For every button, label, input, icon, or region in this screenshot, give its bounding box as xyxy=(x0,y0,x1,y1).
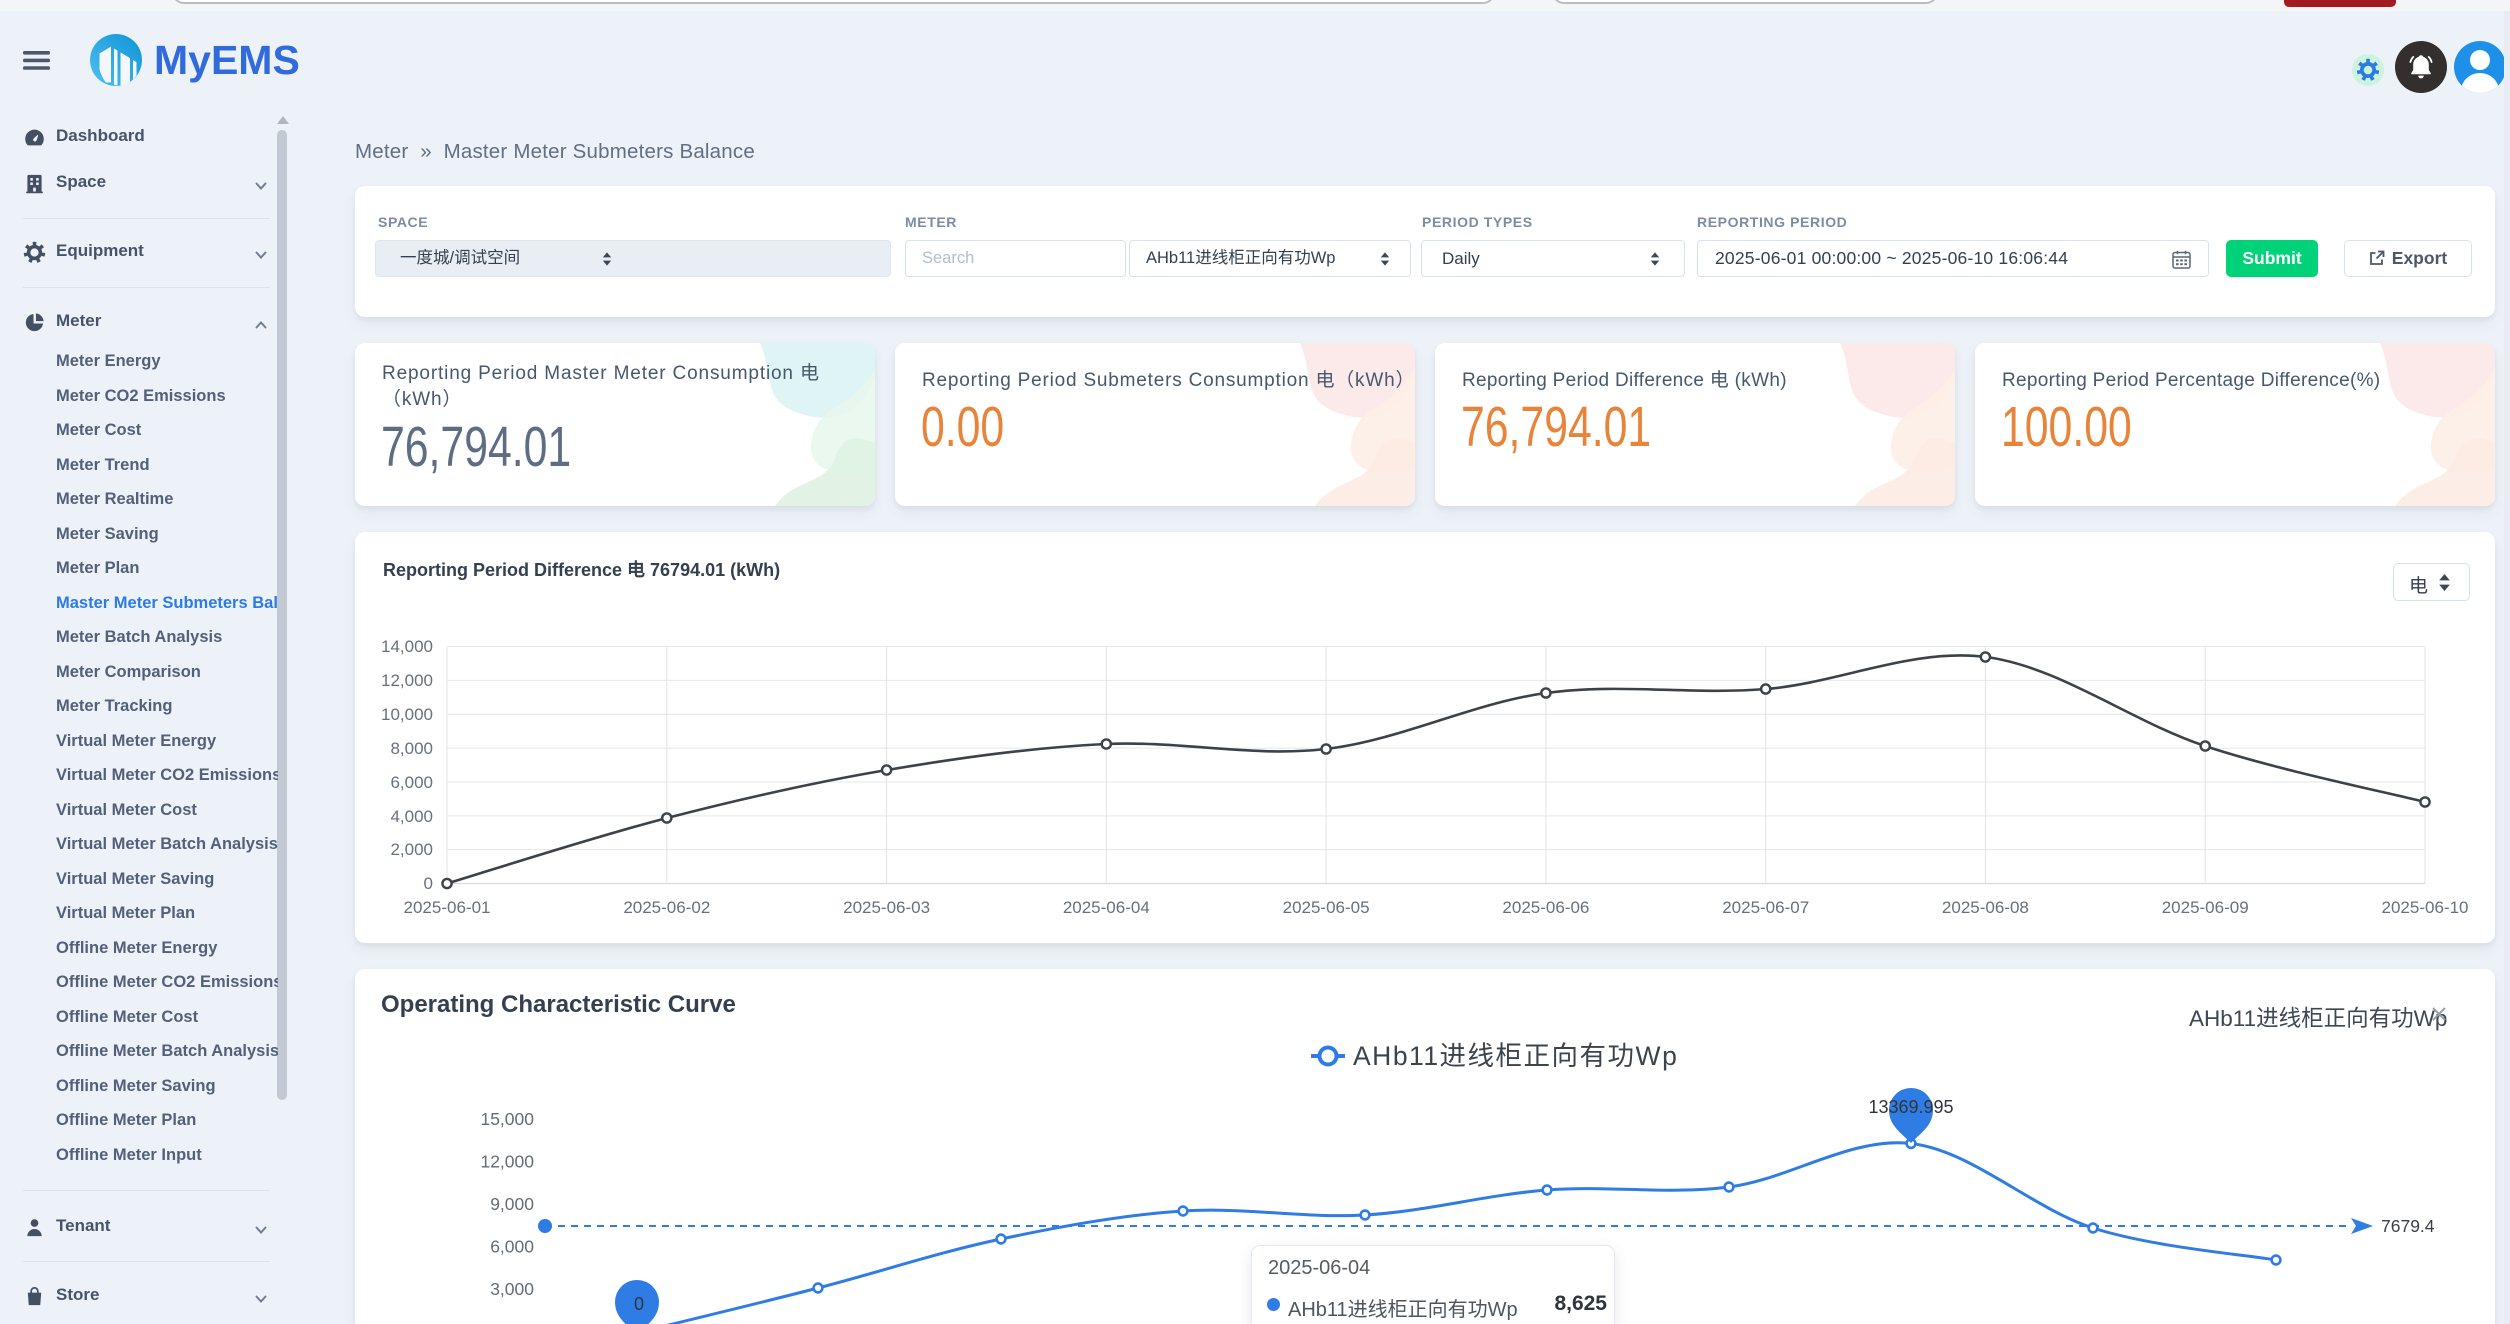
svg-text:8,000: 8,000 xyxy=(390,739,433,758)
svg-text:0: 0 xyxy=(634,1294,644,1314)
svg-text:2025-06-06: 2025-06-06 xyxy=(1502,898,1589,917)
svg-text:2025-06-09: 2025-06-09 xyxy=(2162,898,2249,917)
svg-text:2025-06-01: 2025-06-01 xyxy=(404,898,491,917)
svg-text:10,000: 10,000 xyxy=(381,705,433,724)
svg-text:12,000: 12,000 xyxy=(480,1152,534,1172)
svg-text:2025-06-05: 2025-06-05 xyxy=(1283,898,1370,917)
svg-text:4,000: 4,000 xyxy=(390,807,433,826)
svg-text:2025-06-08: 2025-06-08 xyxy=(1942,898,2029,917)
svg-text:13369.995: 13369.995 xyxy=(1868,1097,1953,1117)
svg-text:2025-06-03: 2025-06-03 xyxy=(843,898,930,917)
svg-text:2025-06-07: 2025-06-07 xyxy=(1722,898,1809,917)
svg-text:0: 0 xyxy=(424,874,433,893)
svg-text:2025-06-10: 2025-06-10 xyxy=(2382,898,2469,917)
svg-text:14,000: 14,000 xyxy=(381,637,433,656)
svg-text:6,000: 6,000 xyxy=(390,773,433,792)
svg-text:2025-06-02: 2025-06-02 xyxy=(623,898,710,917)
svg-text:MyEMS: MyEMS xyxy=(154,37,300,83)
svg-text:AHb11进线柜正向有功Wp: AHb11进线柜正向有功Wp xyxy=(1353,1041,1678,1071)
svg-text:9,000: 9,000 xyxy=(490,1194,534,1214)
svg-text:2,000: 2,000 xyxy=(390,840,433,859)
svg-text:3,000: 3,000 xyxy=(490,1279,534,1299)
svg-text:7679.4: 7679.4 xyxy=(2381,1216,2435,1236)
svg-text:2025-06-04: 2025-06-04 xyxy=(1063,898,1150,917)
svg-text:6,000: 6,000 xyxy=(490,1237,534,1257)
svg-text:15,000: 15,000 xyxy=(480,1109,534,1129)
svg-text:12,000: 12,000 xyxy=(381,671,433,690)
